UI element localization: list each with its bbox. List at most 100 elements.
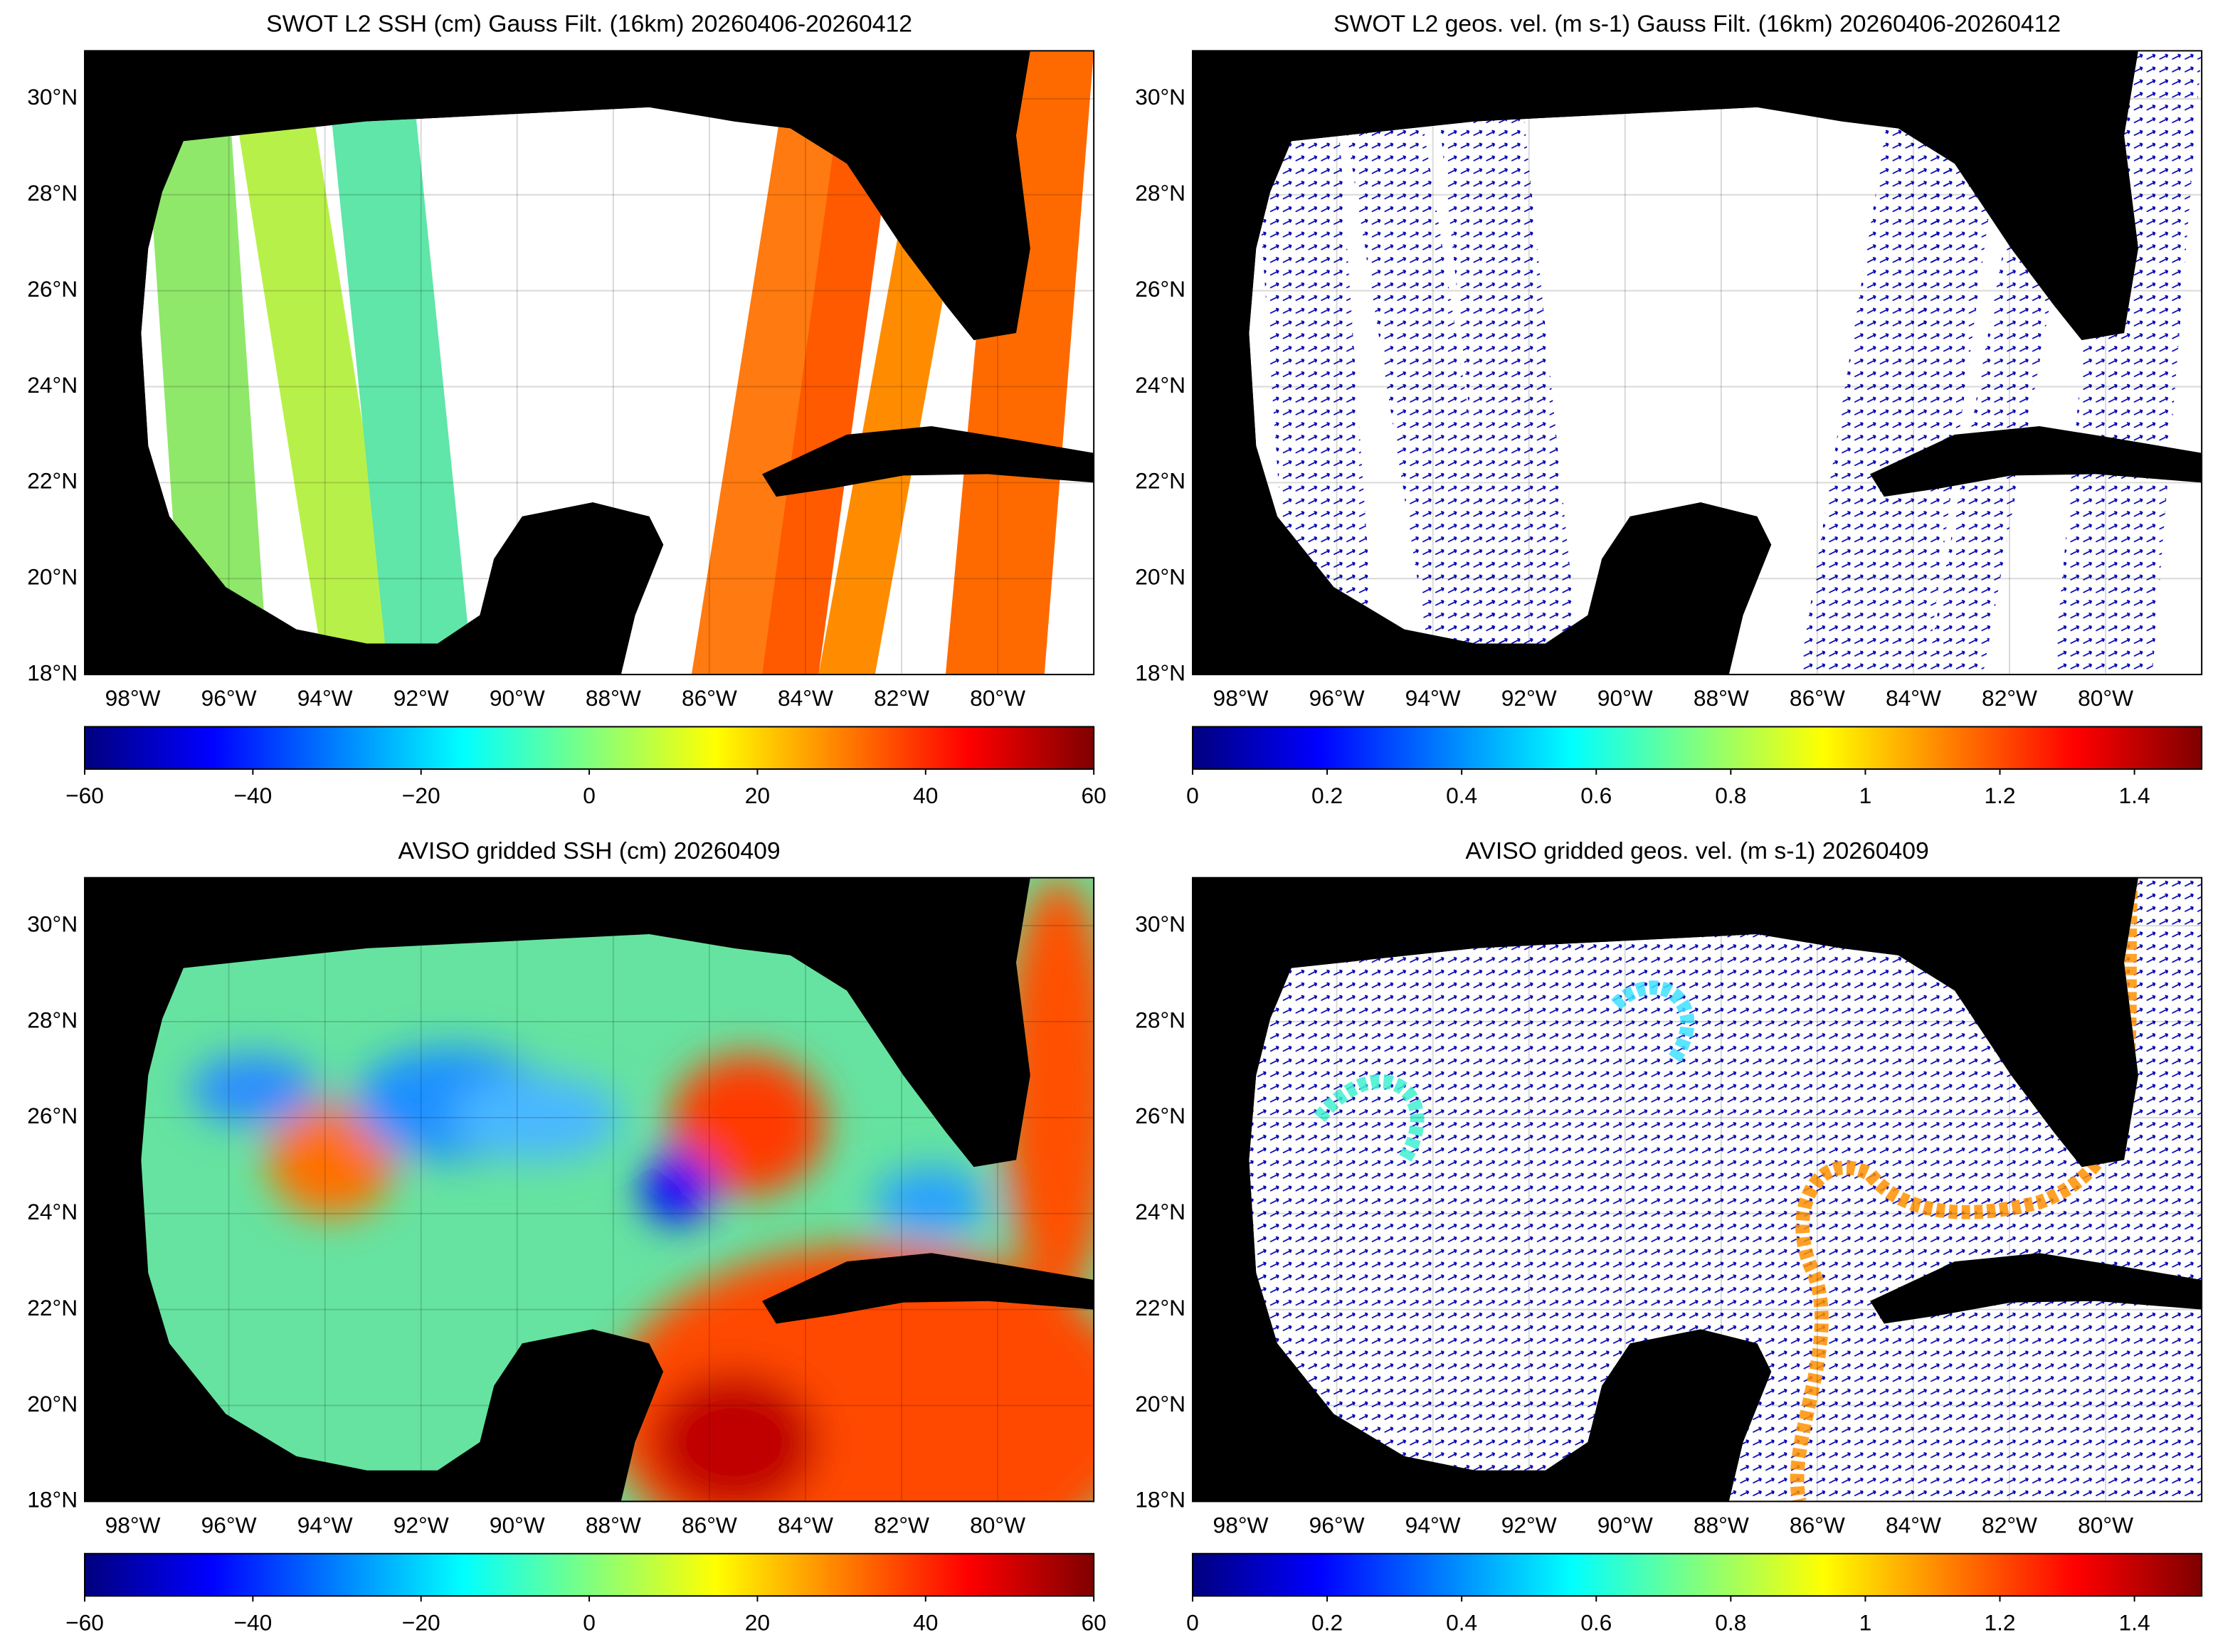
x-tick-label: 86°W bbox=[682, 1512, 737, 1537]
colorbar-tick-label: 0 bbox=[583, 1609, 596, 1635]
ocean-layer bbox=[141, 51, 1094, 675]
ssh-blob bbox=[451, 1075, 621, 1160]
x-tick-label: 98°W bbox=[105, 1512, 161, 1537]
swath bbox=[1870, 51, 2012, 675]
map: 98°W 96°W 94°W 92°W 90°W 88°W 86°W 84°W 82°W 80°W… bbox=[1135, 877, 2203, 1537]
y-tick-label: 20°N bbox=[27, 1391, 78, 1417]
x-tick-label: 86°W bbox=[1790, 1512, 1845, 1537]
current bbox=[1790, 877, 2138, 1502]
y-tick-label: 20°N bbox=[1135, 1391, 1185, 1417]
x-tick-label: 80°W bbox=[2078, 685, 2133, 711]
y-tick-label: 30°N bbox=[1135, 911, 1185, 937]
colorbar-tick-label: 1.2 bbox=[1984, 1609, 2015, 1635]
y-tick-label: 18°N bbox=[27, 1487, 78, 1513]
map-frame bbox=[1191, 877, 2203, 1503]
swath bbox=[691, 51, 861, 675]
y-tick-label: 28°N bbox=[1135, 180, 1185, 206]
swath bbox=[2053, 51, 2202, 675]
y-tick-label: 22°N bbox=[27, 468, 78, 494]
ssh-blob bbox=[190, 1054, 318, 1125]
x-tick-label: 82°W bbox=[1982, 1512, 2037, 1537]
x-tick-label: 96°W bbox=[201, 685, 257, 711]
x-tick-label: 96°W bbox=[1309, 1512, 1365, 1537]
colorbar-tick-label: 20 bbox=[745, 783, 770, 808]
y-tick-label: 18°N bbox=[27, 660, 78, 685]
y-tick-label: 30°N bbox=[27, 84, 78, 110]
map-frame bbox=[84, 50, 1095, 676]
colorbar-tick-label: 1 bbox=[1859, 1609, 1872, 1635]
colorbar-ramp bbox=[1191, 726, 2203, 770]
x-tick-label: 84°W bbox=[778, 685, 833, 711]
swath bbox=[762, 51, 904, 675]
ssh-blob bbox=[268, 1103, 396, 1217]
y-tick-label: 22°N bbox=[1135, 468, 1185, 494]
map: 98°W 96°W 94°W 92°W 90°W 88°W 86°W 84°W 82°W 80°W… bbox=[27, 50, 1095, 711]
x-tick-label: 88°W bbox=[586, 685, 641, 711]
x-tick-label: 82°W bbox=[874, 685, 929, 711]
colorbar-tick-label: 0.6 bbox=[1580, 1609, 1612, 1635]
cuba bbox=[762, 425, 1094, 497]
colorbar-tick-label: 1.4 bbox=[2119, 1609, 2150, 1635]
swath bbox=[1333, 51, 1511, 675]
y-tick-label: 28°N bbox=[27, 1007, 78, 1032]
colorbar-tick-label: 0.2 bbox=[1311, 783, 1343, 808]
x-tick-label: 94°W bbox=[1405, 1512, 1461, 1537]
colorbar-tick-label: −20 bbox=[402, 783, 440, 808]
y-tick-label: 24°N bbox=[27, 372, 78, 398]
colorbar-tick-label: 0 bbox=[583, 783, 596, 808]
colorbar-tick-label: −40 bbox=[233, 783, 272, 808]
colorbar-ramp bbox=[1191, 1552, 2203, 1597]
x-tick-label: 80°W bbox=[970, 685, 1025, 711]
x-tick-label: 80°W bbox=[970, 1512, 1025, 1537]
y-tick-label: 30°N bbox=[1135, 84, 1185, 110]
colorbar-tick-label: 20 bbox=[745, 1609, 770, 1635]
swath bbox=[324, 51, 473, 675]
colorbar-tick-label: 0.6 bbox=[1580, 783, 1612, 808]
colorbar-tick-label: 1.2 bbox=[1984, 783, 2015, 808]
x-tick-label: 92°W bbox=[394, 1512, 449, 1537]
y-tick-label: 28°N bbox=[1135, 1007, 1185, 1032]
x-tick-label: 96°W bbox=[1309, 685, 1365, 711]
y-tick-label: 24°N bbox=[27, 1199, 78, 1224]
x-tick-label: 88°W bbox=[1694, 685, 1749, 711]
x-tick-label: 84°W bbox=[1886, 685, 1941, 711]
map: 98°W 96°W 94°W 92°W 90°W 88°W 86°W 84°W 82°W 80°W… bbox=[27, 877, 1095, 1537]
x-tick-label: 94°W bbox=[297, 1512, 353, 1537]
y-tick-label: 26°N bbox=[1135, 1103, 1185, 1128]
x-tick-label: 98°W bbox=[1213, 1512, 1269, 1537]
ssh-blob bbox=[1002, 877, 1094, 1301]
y-tick-label: 18°N bbox=[1135, 660, 1185, 685]
ocean-layer bbox=[1249, 877, 2202, 1502]
x-tick-label: 88°W bbox=[586, 1512, 641, 1537]
map: 98°W 96°W 94°W 92°W 90°W 88°W 86°W 84°W 82°W 80°W… bbox=[1135, 50, 2203, 711]
y-tick-label: 30°N bbox=[27, 911, 78, 937]
x-tick-label: 94°W bbox=[1405, 685, 1461, 711]
x-tick-label: 90°W bbox=[490, 1512, 545, 1537]
y-tick-label: 26°N bbox=[1135, 276, 1185, 302]
y-tick-label: 26°N bbox=[27, 1103, 78, 1128]
y-tick-label: 20°N bbox=[27, 564, 78, 590]
x-tick-label: 92°W bbox=[1501, 685, 1557, 711]
ssh-blob bbox=[642, 1153, 713, 1224]
panel-title: AVISO gridded SSH (cm) 20260409 bbox=[398, 837, 781, 864]
colorbar-tick-label: 60 bbox=[1082, 783, 1106, 808]
x-tick-label: 98°W bbox=[105, 685, 161, 711]
colorbar-tick-label: 0.8 bbox=[1715, 1609, 1746, 1635]
x-tick-label: 82°W bbox=[874, 1512, 929, 1537]
colorbar-tick-label: 40 bbox=[913, 783, 938, 808]
y-tick-label: 20°N bbox=[1135, 564, 1185, 590]
colorbar-tick-label: 0.4 bbox=[1446, 783, 1477, 808]
swath bbox=[1432, 51, 1581, 675]
colorbar-tick-label: −60 bbox=[65, 1609, 104, 1635]
cuba bbox=[1870, 425, 2202, 497]
x-tick-label: 90°W bbox=[490, 685, 545, 711]
colorbar-tick-label: 40 bbox=[913, 1609, 938, 1635]
y-tick-label: 24°N bbox=[1135, 372, 1185, 398]
colorbar-tick-label: −60 bbox=[65, 783, 104, 808]
colorbar-ramp bbox=[84, 726, 1095, 770]
ssh-blobs bbox=[190, 877, 1094, 1502]
x-tick-label: 84°W bbox=[1886, 1512, 1941, 1537]
x-tick-label: 94°W bbox=[297, 685, 353, 711]
